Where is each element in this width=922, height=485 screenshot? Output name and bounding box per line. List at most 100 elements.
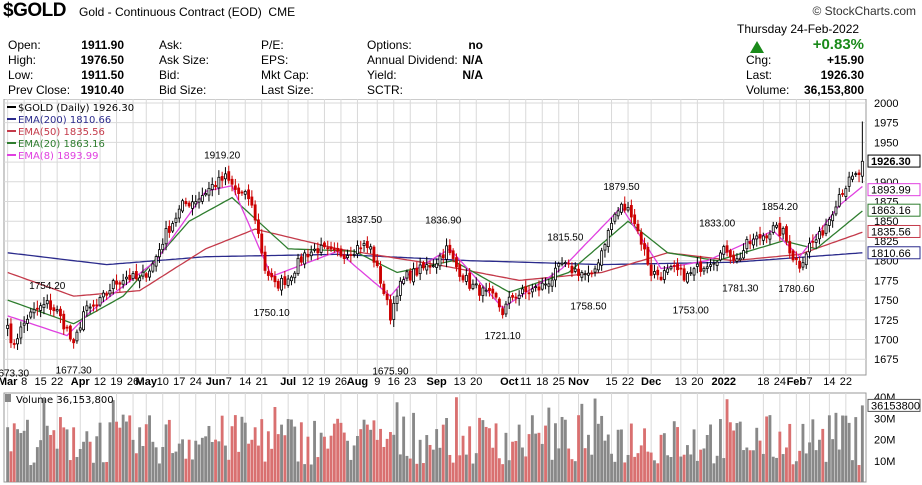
volume-bar — [392, 434, 396, 482]
volume-bar — [22, 430, 26, 482]
volume-bar — [299, 422, 303, 482]
volume-bar — [738, 421, 742, 482]
date-tick-label: May — [136, 376, 158, 388]
candle-up — [544, 283, 547, 286]
candle-up — [745, 239, 749, 250]
volume-bar — [200, 437, 204, 482]
candle-up — [689, 272, 693, 275]
volume-bar — [207, 425, 211, 482]
candle-up — [154, 256, 158, 267]
candle-up — [108, 290, 112, 295]
volume-bar — [230, 426, 234, 482]
candle-up — [29, 311, 33, 318]
volume-bar — [550, 459, 554, 482]
candle-down — [365, 241, 369, 249]
volume-bar — [494, 423, 498, 482]
candle-down — [791, 250, 795, 261]
volume-bar — [596, 423, 600, 482]
candle-up — [563, 262, 567, 264]
price-badge-label: 1863.16 — [871, 205, 911, 217]
price-annotation: 1750.10 — [254, 308, 291, 319]
volume-bar — [765, 416, 769, 482]
price-annotation: 1836.90 — [425, 216, 462, 227]
candle-up — [313, 248, 316, 251]
candle-up — [412, 268, 415, 283]
date-tick-label: 22 — [622, 376, 634, 388]
candle-up — [22, 322, 26, 326]
candle-up — [735, 258, 739, 262]
candle-up — [600, 250, 604, 266]
candle-up — [854, 173, 858, 176]
price-badge-box — [867, 246, 921, 260]
volume-bar — [613, 461, 617, 482]
prev-close-value: 1910.40 — [80, 83, 124, 97]
candle-down — [389, 299, 392, 321]
volume-bar — [45, 425, 49, 482]
candle-down — [68, 325, 72, 340]
candle-down — [679, 267, 683, 270]
candle-up — [603, 244, 607, 251]
price-annotation: 1780.60 — [778, 284, 815, 295]
volume-bar — [537, 432, 541, 482]
volume-bar — [121, 414, 125, 482]
dividend-label: Annual Dividend: — [367, 53, 458, 67]
volume-bar — [167, 419, 171, 482]
volume-bar — [742, 450, 745, 482]
date-tick-label: 10 — [157, 376, 169, 388]
candle-up — [32, 308, 36, 314]
yield-value: N/A — [462, 68, 483, 82]
volume-bar — [85, 431, 89, 482]
date-tick-label: 12 — [94, 376, 106, 388]
volume-bar — [210, 442, 214, 482]
volume-bar — [346, 440, 349, 482]
candle-up — [141, 271, 145, 277]
volume-bar — [814, 450, 818, 482]
volume-bar — [686, 445, 689, 482]
candle-down — [461, 275, 465, 281]
candle-down — [385, 293, 389, 301]
date-tick-label: 12 — [302, 376, 314, 388]
candle-down — [567, 262, 571, 265]
candle-down — [128, 274, 132, 281]
candle-up — [431, 265, 435, 268]
volume-bar — [171, 453, 175, 482]
candle-up — [98, 297, 102, 306]
volume-bar — [722, 458, 726, 482]
volume-bar — [620, 429, 623, 482]
volume-bar — [365, 424, 369, 482]
volume-bar — [319, 432, 323, 482]
candle-up — [573, 268, 577, 272]
candle-down — [49, 300, 52, 310]
candle-up — [158, 249, 161, 258]
volume-bar — [455, 397, 458, 482]
candle-up — [593, 268, 597, 273]
volume-bar — [412, 412, 415, 482]
price-annotation: 1781.30 — [722, 283, 759, 294]
ema200-line — [7, 252, 863, 266]
candle-up — [296, 257, 300, 275]
volume-bar — [39, 440, 43, 482]
volume-bar — [204, 436, 208, 482]
candle-down — [379, 266, 382, 284]
volume-bar — [715, 455, 719, 482]
price-tick-label: 1675 — [874, 354, 898, 366]
price-tick-label: 1825 — [874, 236, 898, 248]
candle-up — [42, 303, 46, 308]
candle-up — [55, 309, 59, 312]
volume-bar — [695, 460, 699, 482]
volume-bar — [785, 447, 788, 482]
candle-up — [171, 223, 175, 232]
candle-up — [290, 276, 293, 282]
volume-bar — [570, 459, 574, 482]
date-tick-label: 14 — [239, 376, 251, 388]
candle-up — [771, 225, 775, 233]
stockcharts-logo[interactable]: © StockCharts.com — [812, 4, 916, 18]
candle-up — [616, 210, 620, 217]
volume-bar — [336, 418, 340, 482]
volume-bar — [851, 460, 854, 482]
candle-down — [35, 307, 39, 310]
candle-down — [247, 189, 250, 200]
candle-down — [375, 260, 379, 267]
candle-down — [266, 271, 270, 276]
candle-up — [85, 305, 89, 311]
